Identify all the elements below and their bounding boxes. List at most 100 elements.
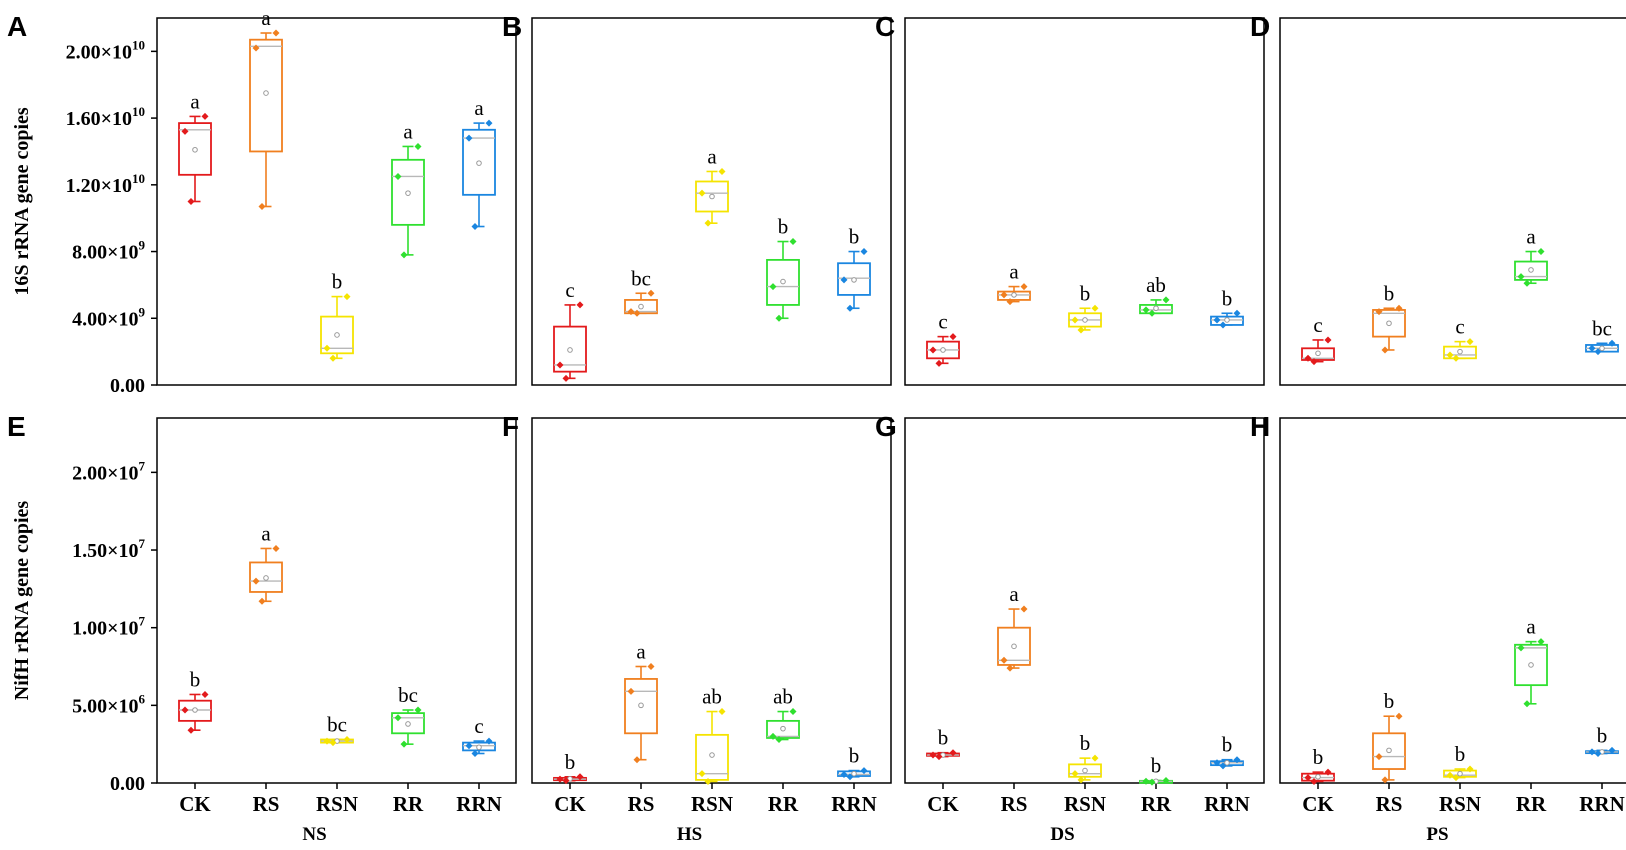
significance-letter: c [474,714,483,738]
y-tick-exponent: 10 [132,171,145,186]
panel-h: H CK RS RSN RR RRN PS b b b a b [1250,411,1626,845]
data-point [414,706,422,714]
significance-letter: a [403,119,413,143]
box-rr: ab [1139,273,1173,317]
data-point [1142,777,1150,785]
mean-marker [1224,317,1230,323]
significance-letter: bc [1592,316,1612,340]
x-tick-label: CK [927,792,959,816]
y-tick-mantissa: 1.50×10 [72,540,138,562]
mean-marker [1011,292,1017,298]
x-tick-label: RSN [691,792,733,816]
data-point [1091,754,1099,762]
data-point [1324,336,1332,344]
box-rsn: b [1068,281,1102,334]
box-rrn: c [462,714,496,757]
mean-marker [1528,662,1534,668]
significance-letter: b [1384,689,1395,713]
data-point [187,198,195,205]
plot-frame [531,17,892,386]
significance-letter: b [1080,731,1091,755]
data-point [647,289,655,297]
significance-letter: c [1455,315,1464,339]
box-rrn: b [1210,286,1244,329]
mean-marker [192,146,198,153]
data-point [258,597,266,605]
panel-letter: B [502,11,522,42]
data-point [556,361,564,369]
y-axis-title: 16S rRNA gene copies [11,107,33,296]
site-label: NS [302,824,326,845]
data-point [272,544,280,552]
data-point [485,119,493,127]
data-point [1466,338,1474,346]
data-point [949,333,957,341]
y-tick-label: 1.20×1010 [66,171,145,197]
y-tick-mantissa: 1.60×10 [66,108,132,130]
y-tick-mantissa: 2.00×10 [72,462,138,484]
significance-letter: b [565,750,576,774]
box-ck: b [1301,745,1335,785]
data-point [1304,774,1312,782]
y-axis-title: NifH rRNA gene copies [11,501,33,701]
x-tick-label: RS [253,792,280,816]
box-rrn: b [1585,723,1619,757]
box-rs: b [1372,281,1406,354]
box-ck: b [926,726,960,761]
x-tick-label: RS [628,792,655,816]
data-point [633,756,641,764]
data-point [329,354,337,362]
y-tick-exponent: 9 [139,238,146,253]
data-point [1381,346,1389,354]
box-ck: c [553,278,587,382]
data-point [846,304,854,312]
box-ck: a [178,89,212,205]
x-tick-label: RRN [1579,792,1625,816]
box-rr: b [766,215,800,322]
panel-letter: C [875,11,895,42]
box-rr: b [1139,754,1173,786]
data-point [1523,700,1531,708]
significance-letter: a [190,89,200,113]
mean-marker [1457,770,1463,777]
data-point [1537,638,1545,646]
data-point [329,739,337,747]
data-point [1395,712,1403,720]
significance-letter: b [849,744,860,768]
box-rs: a [997,260,1031,306]
x-tick-label: RS [1001,792,1028,816]
box-rr: a [1514,615,1548,708]
data-point [1000,291,1008,299]
y-tick-label: 4.00×109 [72,304,145,330]
mean-marker [1082,317,1088,323]
data-point [258,203,266,211]
data-point [949,749,957,757]
x-tick-label: RRN [1204,792,1250,816]
y-tick-label: 8.00×109 [72,238,145,264]
data-point [1071,316,1079,324]
box-rsn: a [695,144,729,227]
data-point [1148,778,1156,786]
data-point [181,706,189,714]
mean-marker [263,575,269,581]
data-point [840,276,848,284]
mean-marker [1315,350,1321,357]
box-rs: a [997,582,1031,672]
data-point [1446,771,1454,779]
y-tick-label: 1.60×1010 [66,104,145,130]
data-point [704,219,712,227]
data-point [627,687,635,695]
significance-letter: bc [398,683,418,707]
x-tick-label: RSN [1064,792,1106,816]
mean-marker [1386,747,1392,754]
significance-letter: b [1384,281,1395,305]
data-point [1162,777,1170,785]
data-point [465,134,473,142]
mean-marker [1224,760,1230,766]
significance-letter: b [1222,286,1233,310]
panel-g: G CK RS RSN RR RRN DS b a b b b [875,411,1265,845]
y-tick-label: 0.00 [110,773,145,795]
significance-letter: a [474,96,484,120]
panel-b: Bc bc a b b [502,11,892,386]
